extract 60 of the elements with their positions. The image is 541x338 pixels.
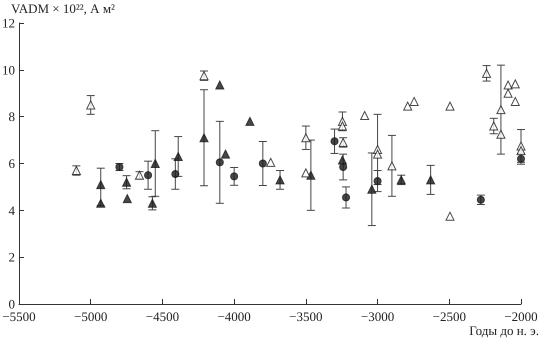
y-tick-label: 10: [2, 62, 15, 78]
x-tick-label: −5500: [2, 309, 36, 324]
point: [171, 170, 180, 178]
point: [360, 110, 370, 120]
point: [258, 160, 267, 168]
point: [301, 133, 310, 142]
point: [339, 163, 348, 172]
point: [96, 198, 106, 208]
point: [122, 194, 132, 204]
x-axis-title: Годы до н. э.: [469, 323, 539, 338]
x-tick-label: −5000: [74, 309, 108, 324]
point: [510, 79, 520, 88]
point: [403, 102, 412, 111]
point: [245, 116, 254, 126]
point: [374, 177, 382, 186]
point: [504, 80, 513, 90]
x-tick-label: −2500: [432, 309, 466, 324]
point: [174, 152, 183, 161]
point: [446, 212, 455, 221]
point: [367, 184, 376, 194]
x-tick-label: −3500: [289, 309, 323, 324]
point: [426, 175, 436, 184]
point: [504, 88, 513, 98]
point: [216, 158, 224, 166]
point: [489, 122, 498, 131]
point: [86, 100, 96, 110]
point: [122, 178, 132, 187]
y-tick-label: 6: [8, 156, 16, 171]
point: [510, 96, 520, 106]
point: [276, 175, 285, 184]
point: [410, 96, 419, 106]
y-tick-label: 4: [8, 202, 16, 218]
point: [482, 68, 492, 78]
y-tick-label: 0: [8, 296, 15, 312]
y-tick-label: 12: [2, 16, 15, 30]
point: [387, 161, 396, 170]
point: [215, 80, 224, 90]
point: [96, 180, 106, 190]
y-tick-label: 8: [8, 109, 15, 124]
y-tick-label: 2: [8, 250, 15, 265]
point: [516, 146, 526, 156]
point: [266, 158, 276, 167]
point: [330, 137, 339, 146]
y-axis-title: VADM × 10²², А м²: [11, 1, 116, 16]
point: [144, 171, 152, 180]
x-tick-label: −4000: [217, 309, 251, 324]
point: [496, 130, 506, 139]
x-tick-label: −4500: [146, 309, 180, 324]
x-tick-label: −3000: [360, 309, 394, 324]
point: [221, 150, 230, 159]
x-tick-label: −2000: [504, 309, 538, 324]
point: [342, 193, 350, 202]
point: [373, 150, 382, 159]
point: [301, 168, 310, 178]
point: [446, 102, 455, 111]
point: [230, 172, 238, 180]
point: [150, 159, 160, 168]
point: [148, 198, 157, 208]
point: [496, 105, 506, 114]
point: [200, 133, 209, 142]
